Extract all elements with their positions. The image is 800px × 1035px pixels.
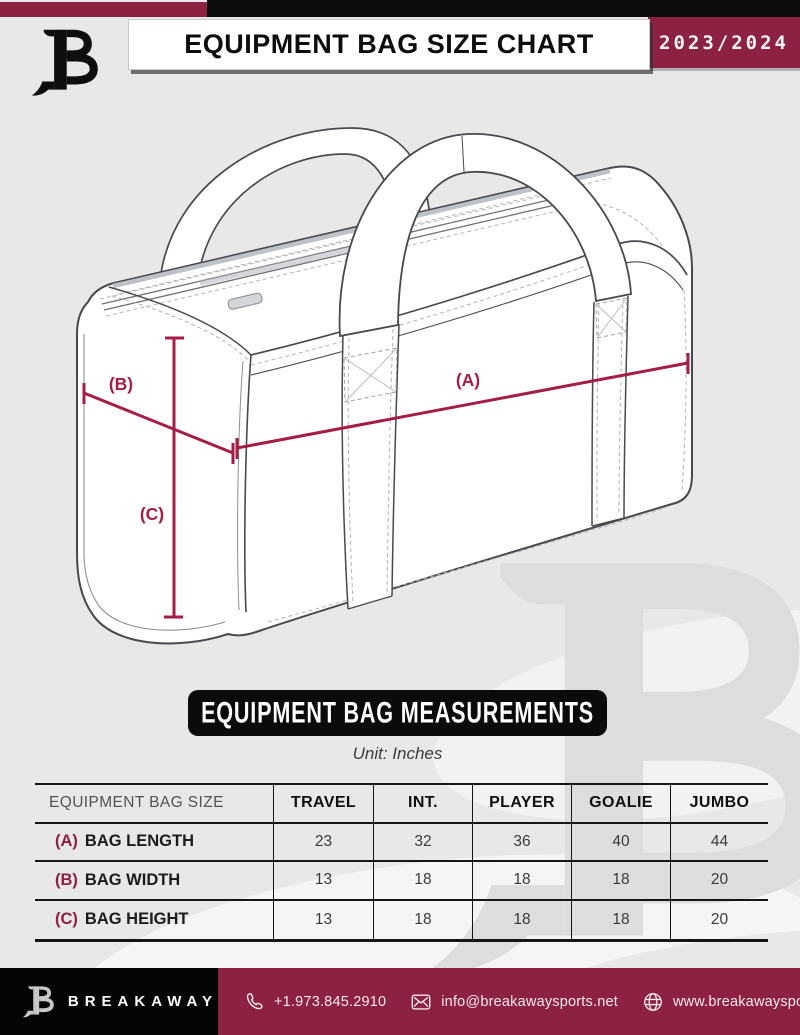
right-edge-stitching (681, 289, 687, 493)
envelope-icon (411, 993, 431, 1010)
row-key-b: (B) (55, 870, 78, 889)
front-seam-stitching (250, 253, 621, 366)
footer-contact-bar: +1.973.845.2910 info@breakawaysports.net… (218, 968, 800, 1035)
dimension-ticks-b (82, 383, 235, 464)
zipper-teeth (199, 242, 371, 286)
dimension-line-b (83, 391, 234, 455)
strap-edge (341, 333, 349, 610)
dimension-label-b: (B) (109, 374, 133, 394)
footer-brand-name: BREAKAWAY (67, 993, 218, 1010)
strap-x-box (343, 347, 398, 403)
strap-x-stitch (343, 347, 398, 403)
table-cell: 20 (710, 910, 729, 928)
table-cell: 18 (572, 900, 671, 939)
left-panel-inset (83, 334, 226, 631)
row-key-c: (C) (55, 910, 78, 929)
row-name-c: BAG HEIGHT (84, 910, 189, 929)
footer-website-url: www.breakawaysports.net (672, 993, 800, 1010)
strap-edge (591, 301, 595, 527)
strap-stitching (347, 328, 394, 604)
front-strap-left (343, 324, 399, 609)
footer-email[interactable]: info@breakawaysports.net (410, 991, 618, 1013)
dimension-ticks-a (235, 353, 690, 459)
table-cell: 20 (671, 862, 768, 901)
bottom-stitching (267, 507, 667, 623)
table-row-label: (B) BAG WIDTH (35, 862, 274, 901)
table-row-label: (A) BAG LENGTH (35, 823, 274, 862)
column-header-player: PLAYER (473, 785, 572, 824)
zipper-stitching (99, 190, 565, 300)
footer-phone[interactable]: +1.973.845.2910 (244, 991, 386, 1012)
column-header-jumbo: JUMBO (671, 785, 768, 824)
phone-icon (246, 993, 263, 1010)
strap-edge (391, 323, 400, 597)
table-cell: 18 (473, 900, 572, 939)
zipper-line (103, 201, 569, 311)
strap-edge (623, 295, 629, 519)
footer-brand-block: BREAKAWAY (0, 968, 218, 1035)
strap-fold (591, 517, 625, 527)
table-row-label: (C) BAG HEIGHT (35, 900, 274, 939)
footer-phone-number: +1.973.845.2910 (274, 993, 387, 1010)
measurements-banner-label: EQUIPMENT BAG MEASUREMENTS (201, 696, 594, 729)
size-table-header-label: EQUIPMENT BAG SIZE (35, 785, 274, 824)
table-cell: 32 (374, 823, 473, 862)
shoulder-seam (108, 286, 252, 356)
measurements-banner: EQUIPMENT BAG MEASUREMENTS (188, 690, 607, 736)
row-name-a: BAG LENGTH (84, 832, 194, 851)
header-top-bar (207, 0, 800, 17)
table-cell: 18 (374, 862, 473, 901)
globe-icon (644, 992, 662, 1011)
zipper-stitching (105, 207, 571, 317)
footer-email-address: info@breakawaysports.net (441, 993, 618, 1010)
table-cell: 18 (473, 862, 572, 901)
equipment-bag-diagram: (A) (B) (C) (76, 127, 693, 645)
title-box: EQUIPMENT BAG SIZE CHART (128, 19, 650, 70)
strap-x-stitch (595, 297, 628, 339)
footer-logo-icon (22, 985, 54, 1017)
table-cell: 40 (572, 823, 671, 862)
column-header-int: INT. (374, 785, 473, 824)
dimension-lines (82, 336, 690, 619)
table-cell: 13 (274, 862, 374, 901)
table-cell: 44 (671, 824, 768, 862)
strap-fold (347, 595, 393, 610)
front-left-edge-inner (237, 360, 244, 611)
dimension-label-a: (A) (456, 370, 480, 390)
dimension-ticks-c (164, 336, 184, 619)
bag-front-handle (338, 133, 632, 338)
size-table: EQUIPMENT BAG SIZE TRAVEL INT. PLAYER GO… (35, 783, 768, 942)
header-accent-strip (0, 2, 207, 17)
column-header-goalie: GOALIE (572, 785, 671, 824)
unit-note: Unit: Inches (352, 744, 443, 763)
column-header-travel: TRAVEL (274, 785, 374, 824)
handle-twist-line (461, 135, 465, 173)
table-cell: 18 (572, 862, 671, 901)
zipper-slider (227, 292, 263, 310)
season-badge: 2023/2024 (648, 17, 800, 68)
brand-logo-icon (31, 29, 98, 96)
table-cell: 23 (274, 823, 374, 862)
table-cell: 36 (473, 823, 572, 862)
dimension-line-a (236, 361, 689, 450)
front-left-edge (244, 354, 252, 613)
row-name-b: BAG WIDTH (84, 870, 181, 889)
table-cell: 18 (374, 900, 473, 939)
dimension-label-c: (C) (140, 504, 164, 524)
table-cell: 13 (274, 900, 374, 939)
strap-stitching (596, 297, 624, 522)
footer-website[interactable]: www.breakawaysports.net (642, 991, 800, 1013)
page-title: EQUIPMENT BAG SIZE CHART (184, 29, 594, 59)
row-key-a: (A) (55, 832, 78, 851)
season-label: 2023/2024 (659, 31, 789, 54)
